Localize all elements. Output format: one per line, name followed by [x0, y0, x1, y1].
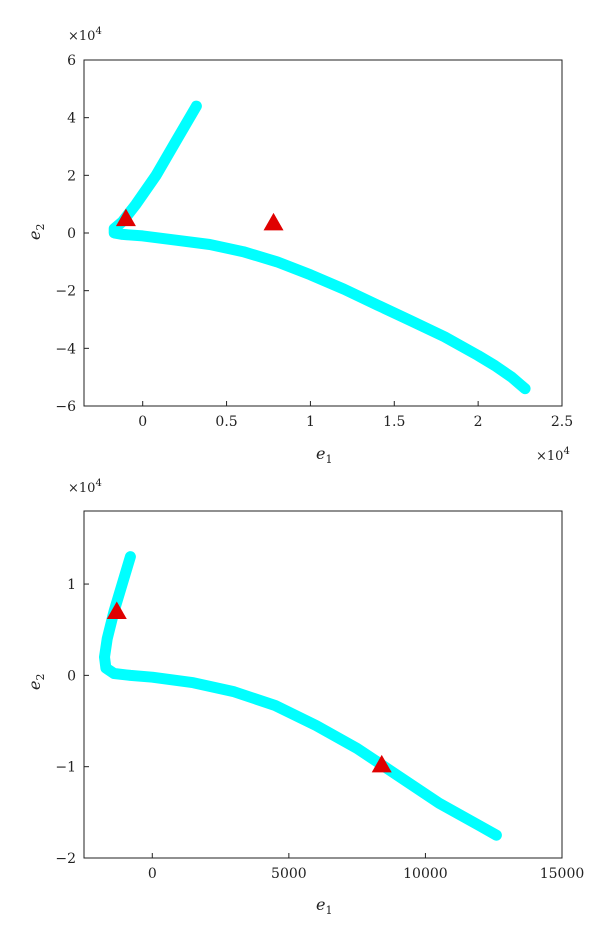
y-tick-label: −1	[55, 760, 76, 776]
x-tick-label: 2.5	[551, 414, 573, 430]
series-top	[108, 100, 531, 395]
y-ticks-bottom: −2 −1 0 1	[55, 577, 89, 867]
x-ticks-top: 0 0.5 1 1.5 2 2.5	[138, 401, 573, 430]
x-ticks-bottom: 0 5000 10000 15000	[148, 853, 584, 882]
y-tick-label: −4	[55, 341, 76, 357]
x-tick-label: 0.5	[215, 414, 237, 430]
x-tick-label: 5000	[271, 866, 307, 882]
y-ticks-top: −6 −4 −2 0 2 4 6	[55, 53, 89, 415]
x-tick-label: 2	[474, 414, 483, 430]
y-tick-label: 2	[67, 168, 76, 184]
x-tick-label: 1	[306, 414, 315, 430]
triangle-marker	[263, 212, 284, 231]
triangle-marker	[371, 754, 392, 773]
x-multiplier-top: ×104	[536, 446, 570, 464]
y-tick-label: 1	[67, 577, 76, 593]
y-tick-label: −2	[55, 851, 76, 867]
x-tick-label: 1.5	[383, 414, 405, 430]
x-axis-label-top: e1	[316, 444, 332, 466]
y-tick-label: 0	[67, 668, 76, 684]
x-tick-label: 10000	[403, 866, 448, 882]
x-tick-label: 0	[148, 866, 157, 882]
triangle-marker	[106, 601, 127, 619]
y-axis-label-top: e2	[25, 224, 47, 240]
chart-bottom: 0 5000 10000 15000 −2 −1 0 1 ×104 e1 e2	[25, 478, 584, 917]
chart-top: 0 0.5 1 1.5 2 2.5 −6 −4 −2 0 2 4 6 ×104 ×104 e1 e2	[25, 26, 573, 466]
y-axis-label-bottom: e2	[25, 674, 47, 690]
y-tick-label: −2	[55, 284, 76, 300]
x-tick-label: 15000	[540, 866, 585, 882]
y-tick-label: −6	[55, 399, 76, 415]
plot-frame-bottom	[83, 510, 563, 859]
plot-frame-top	[83, 59, 563, 407]
x-tick-label: 0	[138, 414, 147, 430]
series-bottom	[99, 551, 502, 841]
x-axis-label-bottom: e1	[316, 895, 332, 917]
y-multiplier-top: ×104	[68, 26, 102, 44]
y-tick-label: 6	[67, 53, 76, 69]
trajectory-series	[99, 551, 502, 841]
y-tick-label: 0	[67, 226, 76, 242]
y-multiplier-bottom: ×104	[68, 478, 102, 496]
y-tick-label: 4	[67, 111, 76, 127]
triangle-marker	[115, 208, 136, 227]
